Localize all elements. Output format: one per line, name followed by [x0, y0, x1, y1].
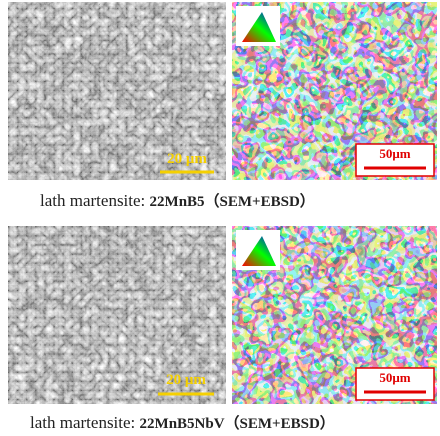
caption-material: 22MnB5（SEM+EBSD） — [150, 192, 315, 210]
caption: lath martensite: 22MnB5NbV（SEM+EBSD） — [30, 413, 335, 432]
caption-prefix: lath martensite: — [40, 191, 150, 210]
sem-scale-label: 20 μm — [167, 151, 207, 167]
panel-row-2: 20 μm 50μm lath martensite: 22MnB5NbV（SE… — [8, 226, 437, 432]
ebsd-scale-label: 50μm — [379, 146, 410, 161]
panel-row-1: 20 μm 50μm lath martensite: 22MnB5（SEM+E… — [8, 2, 437, 210]
caption-prefix: lath martensite: — [30, 413, 140, 432]
caption-material: 22MnB5NbV（SEM+EBSD） — [140, 414, 335, 432]
ebsd-scale-label: 50μm — [379, 370, 410, 385]
caption: lath martensite: 22MnB5（SEM+EBSD） — [40, 191, 315, 210]
figure: 20 μm 50μm lath martensite: 22MnB5（SEM+E… — [0, 0, 440, 436]
sem-scale-label: 20 μm — [166, 372, 206, 388]
